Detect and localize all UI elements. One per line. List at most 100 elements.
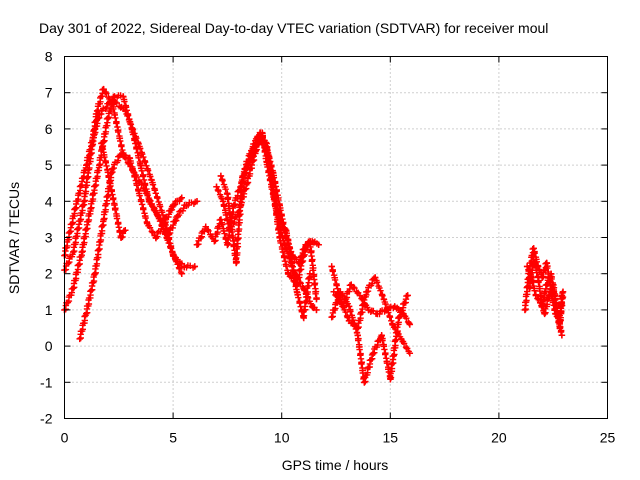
data-point [293, 281, 301, 288]
data-point [269, 183, 277, 191]
data-point [397, 335, 405, 343]
y-tick-label: 5 [45, 157, 53, 173]
data-point [100, 216, 107, 223]
grid-lines [64, 56, 608, 419]
data-point [117, 234, 125, 241]
data-point [217, 216, 225, 223]
data-point [146, 198, 153, 205]
y-tick-label: 4 [45, 193, 53, 209]
data-point [530, 256, 537, 263]
data-point [378, 332, 385, 339]
data-point [534, 274, 542, 281]
data-point [217, 172, 225, 180]
data-point [202, 223, 209, 230]
data-point [111, 201, 118, 209]
data-point [276, 234, 283, 241]
data-point [100, 85, 107, 93]
data-point [137, 161, 144, 169]
x-tick-label: 5 [169, 430, 177, 446]
series-track-12 [330, 281, 414, 328]
data-point [122, 227, 129, 234]
x-tick-label: 25 [600, 430, 616, 446]
data-point [558, 292, 566, 299]
data-point [380, 295, 387, 303]
data-point [293, 288, 301, 295]
data-point [69, 284, 77, 292]
data-point [83, 310, 90, 317]
data-point [109, 165, 116, 172]
data-point [104, 169, 112, 176]
x-axis-label: GPS time / hours [282, 457, 389, 473]
data-point [211, 237, 218, 245]
data-point [126, 154, 133, 162]
data-point [556, 324, 563, 332]
y-tick-label: 3 [45, 230, 53, 246]
data-marks [61, 85, 567, 386]
data-point [239, 172, 246, 180]
data-point [330, 288, 338, 295]
data-point [541, 310, 548, 317]
data-point [263, 140, 270, 147]
data-point [547, 270, 555, 277]
data-point [382, 306, 390, 314]
series-track-3 [61, 92, 185, 314]
data-point [374, 310, 381, 317]
data-point [339, 303, 346, 310]
data-point [91, 270, 99, 277]
series-track-11 [328, 288, 411, 386]
data-point [161, 219, 168, 227]
series-track-5 [98, 140, 129, 241]
series-track-9 [241, 129, 320, 303]
data-point [369, 350, 377, 357]
data-point [154, 212, 162, 219]
data-point [76, 335, 83, 343]
y-tick-label: 6 [45, 121, 53, 137]
y-tick-label: 0 [45, 338, 53, 354]
data-point [96, 161, 103, 169]
data-point [230, 201, 238, 209]
data-point [163, 234, 170, 241]
data-point [328, 313, 335, 321]
data-point [178, 194, 185, 201]
data-point [241, 165, 248, 172]
data-point [178, 270, 185, 277]
y-tick-label: -1 [40, 374, 53, 390]
data-point [182, 201, 190, 209]
series-track-4 [76, 151, 185, 343]
data-point [117, 151, 125, 158]
data-point [213, 183, 220, 191]
data-point [119, 93, 127, 100]
data-point [174, 212, 181, 219]
data-point [143, 219, 151, 227]
y-axis-label: SDTVAR / TECUs [6, 182, 22, 294]
data-point [282, 227, 290, 234]
data-point [371, 274, 379, 281]
data-point [224, 190, 231, 198]
data-point [256, 129, 264, 136]
marker-path [61, 92, 185, 314]
data-point [248, 147, 255, 154]
data-point [224, 241, 231, 248]
y-tick-label: -2 [40, 411, 53, 427]
data-point [400, 310, 407, 317]
data-point [193, 241, 201, 248]
data-point [300, 252, 307, 259]
x-tick-label: 10 [274, 430, 290, 446]
plot-frame [64, 56, 608, 419]
data-point [552, 299, 559, 306]
data-point [306, 237, 314, 245]
data-point [87, 205, 94, 212]
data-point [328, 263, 335, 270]
data-point [539, 303, 546, 310]
data-point [69, 248, 77, 256]
data-point [104, 114, 112, 122]
data-point [169, 201, 177, 209]
x-axis-ticks: 0 5 10 15 20 25 [61, 56, 616, 446]
data-point [348, 281, 355, 288]
data-point [363, 288, 370, 295]
data-point [313, 306, 320, 314]
data-point [395, 313, 403, 321]
y-tick-label: 7 [45, 85, 53, 101]
data-point [219, 198, 227, 205]
